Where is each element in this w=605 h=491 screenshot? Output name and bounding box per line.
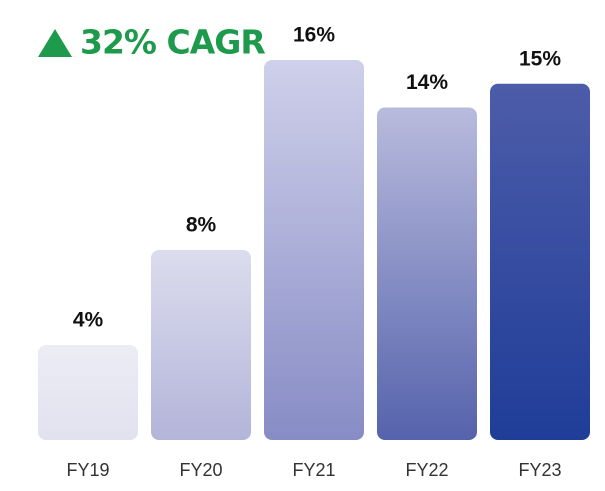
- bar: [264, 60, 364, 440]
- value-label: 15%: [519, 47, 561, 70]
- x-tick-label: FY21: [292, 460, 335, 480]
- bar: [151, 250, 251, 440]
- value-label: 14%: [406, 71, 448, 94]
- bar: [38, 345, 138, 440]
- x-tick-label: FY20: [179, 460, 222, 480]
- up-triangle-icon: [38, 29, 72, 57]
- cagr-annotation: 32% CAGR: [80, 23, 265, 62]
- x-tick-label: FY19: [66, 460, 109, 480]
- bar: [490, 83, 590, 440]
- x-tick-label: FY22: [405, 460, 448, 480]
- value-label: 8%: [186, 214, 217, 237]
- bar: [377, 107, 477, 440]
- x-tick-label: FY23: [518, 460, 561, 480]
- value-label: 4%: [73, 309, 104, 332]
- value-label: 16%: [293, 24, 335, 47]
